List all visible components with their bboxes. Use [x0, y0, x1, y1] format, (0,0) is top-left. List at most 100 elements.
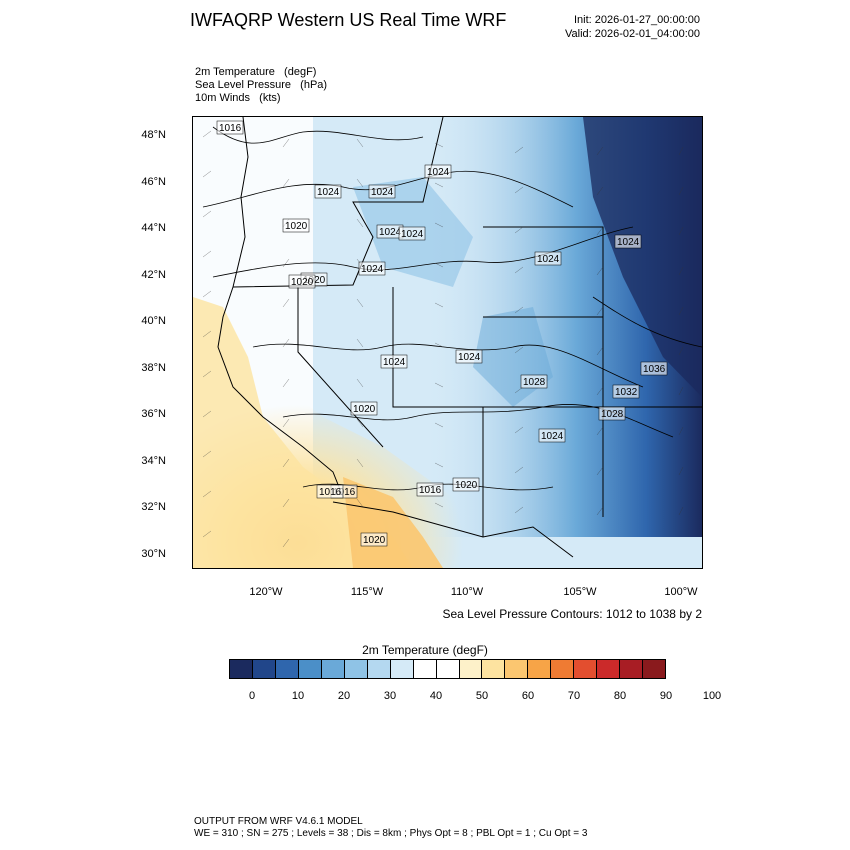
slp-label: 1024 — [358, 261, 386, 276]
slp-label: 1036 — [640, 361, 668, 376]
valid-time: Valid: 2026-02-01_04:00:00 — [565, 28, 700, 40]
lon-tick-120w: 120°W — [249, 586, 283, 598]
init-time: Init: 2026-01-27_00:00:00 — [574, 14, 700, 26]
svg-text:1024: 1024 — [383, 357, 406, 368]
slp-label: 1024 — [538, 428, 566, 443]
colorbar-tick-label: 80 — [613, 690, 627, 702]
lat-tick-32n: 32°N — [141, 501, 166, 513]
lon-tick-115w: 115°W — [350, 586, 384, 598]
slp-label: 1016 — [416, 482, 444, 497]
colorbar-swatch — [252, 660, 276, 678]
slp-label: 1020 — [350, 401, 378, 416]
wind-barb-column — [596, 146, 604, 516]
slp-label: 1028 — [598, 406, 626, 421]
mexico-border — [332, 501, 574, 558]
slp-label: 1028 — [520, 374, 548, 389]
model-config: WE = 310 ; SN = 275 ; Levels = 38 ; Dis … — [194, 828, 588, 839]
colorbar-swatch — [643, 660, 666, 678]
slp-label: 1024 — [368, 184, 396, 199]
colorbar-swatch — [275, 660, 299, 678]
lon-tick-110w: 110°W — [450, 586, 484, 598]
field-winds: 10m Winds (kts) — [195, 92, 281, 104]
svg-text:1036: 1036 — [643, 364, 666, 375]
wind-barb-column — [434, 142, 444, 508]
colorbar-swatch — [344, 660, 368, 678]
isobar — [212, 226, 634, 278]
colorbar-swatch — [528, 660, 552, 678]
colorbar-swatch — [620, 660, 644, 678]
lat-tick-36n: 36°N — [141, 408, 166, 420]
colorbar-title: 2m Temperature (degF) — [362, 643, 488, 657]
colorbar-swatch — [413, 660, 437, 678]
pacific-coastline — [217, 117, 344, 498]
wind-barb-column — [514, 146, 524, 514]
svg-text:1020: 1020 — [285, 221, 308, 232]
lat-tick-42n: 42°N — [141, 269, 166, 281]
lat-tick-30n: 30°N — [141, 548, 166, 560]
nevada-california-line — [297, 287, 384, 448]
svg-text:1024: 1024 — [317, 187, 340, 198]
svg-text:1016: 1016 — [333, 487, 356, 498]
colorbar-swatch — [436, 660, 460, 678]
weather-map: 1016102410241024102010241024102410201024… — [192, 116, 703, 569]
slp-label: 1024 — [398, 226, 426, 241]
colorbar-swatch — [367, 660, 391, 678]
arctic-northeast-region — [583, 117, 702, 397]
svg-text:1024: 1024 — [379, 227, 402, 238]
wind-barbs — [202, 130, 684, 548]
colorbar-tick-label: 20 — [337, 690, 351, 702]
warm-coastal-region — [193, 297, 413, 568]
colorbar-swatch — [390, 660, 414, 678]
colorbar-swatch — [230, 660, 253, 678]
svg-text:1020: 1020 — [291, 277, 314, 288]
svg-text:1024: 1024 — [537, 254, 560, 265]
lat-tick-40n: 40°N — [141, 315, 166, 327]
colorbar-tick-label: 40 — [429, 690, 443, 702]
isobar — [592, 296, 702, 348]
colorbar-swatch — [551, 660, 575, 678]
lat-tick-38n: 38°N — [141, 362, 166, 374]
slp-label: 1016 — [216, 120, 244, 135]
svg-text:1024: 1024 — [617, 237, 640, 248]
colorbar-swatch — [597, 660, 621, 678]
svg-text:1020: 1020 — [353, 404, 376, 415]
wind-barb-column — [202, 130, 212, 538]
slp-label: 1016 — [316, 484, 344, 499]
colorbar-swatch — [482, 660, 506, 678]
lat-tick-34n: 34°N — [141, 455, 166, 467]
field-temperature: 2m Temperature (degF) — [195, 66, 317, 78]
svg-text:1024: 1024 — [401, 229, 424, 240]
svg-text:1024: 1024 — [458, 352, 481, 363]
colorbar-tick-label: 60 — [521, 690, 535, 702]
colorbar-tick-label: 30 — [383, 690, 397, 702]
field-list: 2m Temperature (degF) Sea Level Pressure… — [195, 66, 327, 105]
svg-text:1020: 1020 — [363, 535, 386, 546]
svg-text:1020: 1020 — [455, 480, 478, 491]
slp-label: 1024 — [380, 354, 408, 369]
svg-text:1016: 1016 — [419, 485, 442, 496]
slp-label: 1020 — [288, 274, 316, 289]
colorbar-tick-label: 100 — [702, 690, 722, 702]
map-title: IWFAQRP Western US Real Time WRF — [190, 10, 507, 30]
colorbar — [229, 659, 666, 679]
slp-label: 1024 — [424, 164, 452, 179]
colorbar-swatch — [298, 660, 322, 678]
isobar — [252, 343, 644, 388]
colorbar-tick-label: 90 — [659, 690, 673, 702]
slp-label: 1024 — [314, 184, 342, 199]
slp-label: 1032 — [612, 384, 640, 399]
colorbar-swatch — [574, 660, 598, 678]
weather-map-svg: 1016102410241024102010241024102410201024… — [193, 117, 702, 568]
slp-label: 1024 — [614, 234, 642, 249]
colorbar-tick-label: 0 — [248, 690, 256, 702]
colorbar-tick-label: 10 — [291, 690, 305, 702]
slp-label: 1020 — [360, 532, 388, 547]
slp-label: 1024 — [534, 251, 562, 266]
lat-tick-44n: 44°N — [141, 222, 166, 234]
svg-text:1024: 1024 — [541, 431, 564, 442]
svg-text:1028: 1028 — [601, 409, 624, 420]
lon-tick-100w: 100°W — [664, 586, 698, 598]
svg-text:1016: 1016 — [219, 123, 242, 134]
field-pressure: Sea Level Pressure (hPa) — [195, 79, 328, 91]
svg-text:1032: 1032 — [615, 387, 638, 398]
